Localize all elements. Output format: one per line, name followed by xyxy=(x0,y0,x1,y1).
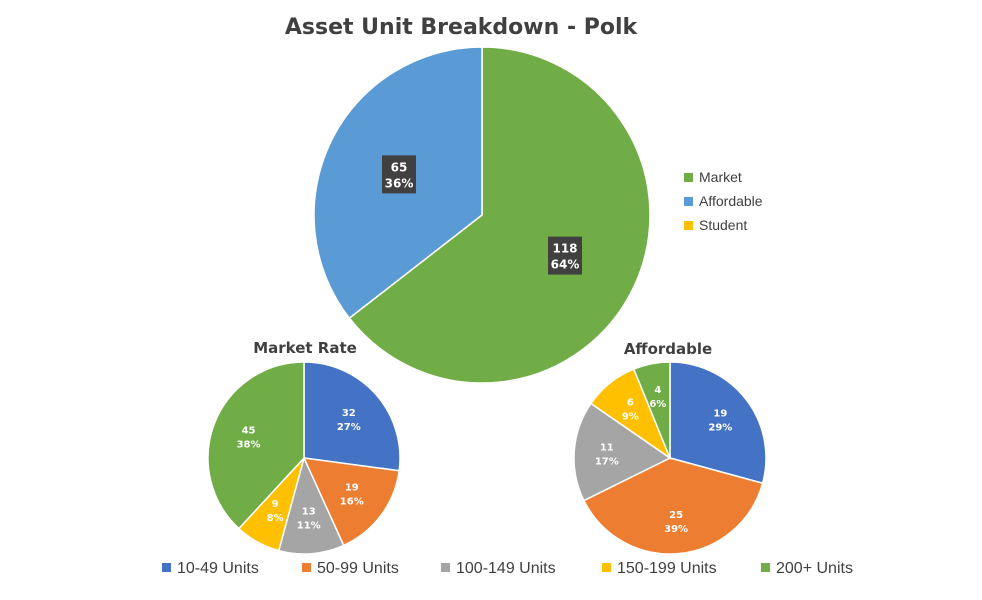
main-legend-swatch-affordable xyxy=(684,197,693,206)
market-percent-label: 16% xyxy=(340,496,364,507)
market-slice-50-99-units xyxy=(302,457,400,547)
market-percent-label: 27% xyxy=(337,422,361,433)
affordable-percent-label: 6% xyxy=(649,399,666,410)
main-percent-label: 64% xyxy=(551,258,580,272)
bottom-legend-swatch-10-49-units xyxy=(162,563,171,572)
affordable-value-label: 25 xyxy=(669,510,683,521)
market-data-label-150-199-units: 98% xyxy=(267,499,284,524)
market-value-label: 9 xyxy=(272,499,279,510)
affordable-percent-label: 29% xyxy=(708,423,732,434)
bottom-legend-label-10-49-units: 10-49 Units xyxy=(177,560,259,577)
market-percent-label: 38% xyxy=(237,439,261,450)
main-percent-label: 36% xyxy=(385,176,414,190)
market-percent-label: 8% xyxy=(267,513,284,524)
bottom-legend-label-200-units: 200+ Units xyxy=(776,560,853,577)
affordable-percent-label: 17% xyxy=(595,456,619,467)
market-percent-label: 11% xyxy=(297,520,321,531)
main-value-label: 65 xyxy=(391,160,408,174)
main-value-label: 118 xyxy=(552,242,577,256)
market-slice-100-149-units xyxy=(277,455,345,555)
affordable-data-label-150-199-units: 69% xyxy=(622,398,639,423)
bottom-legend-swatch-100-149-units xyxy=(441,563,450,572)
affordable-data-label-200-units: 46% xyxy=(649,385,666,410)
bottom-legend-swatch-200-units xyxy=(761,563,770,572)
main-slice-market xyxy=(348,46,651,384)
market-value-label: 19 xyxy=(345,482,359,493)
affordable-percent-label: 9% xyxy=(622,412,639,423)
bottom-legend: 10-49 Units 50-99 Units 100-149 Units 150-1… xyxy=(162,560,853,577)
affordable-title: Affordable xyxy=(624,340,712,358)
main-data-label-box xyxy=(381,155,416,194)
market-value-label: 45 xyxy=(242,425,256,436)
main-legend-label-market: Market xyxy=(699,169,742,185)
bottom-legend-swatch-50-99-units xyxy=(302,563,311,572)
affordable-value-label: 19 xyxy=(713,409,727,420)
bottom-legend-label-100-149-units: 100-149 Units xyxy=(456,560,556,577)
affordable-value-label: 6 xyxy=(627,398,634,409)
bottom-legend-label-50-99-units: 50-99 Units xyxy=(317,560,399,577)
affordable-slice-50-99-units xyxy=(582,457,764,555)
market-slice-200-units xyxy=(207,361,305,530)
affordable-percent-label: 39% xyxy=(664,524,688,535)
affordable-slice-10-49-units xyxy=(669,361,767,485)
market-value-label: 13 xyxy=(302,506,316,517)
main-chart-title: Asset Unit Breakdown - Polk xyxy=(285,15,639,40)
main-legend-swatch-student xyxy=(684,221,693,230)
affordable-slice-100-149-units xyxy=(573,402,672,502)
main-legend: Market Affordable Student xyxy=(684,169,763,233)
affordable-slice-200-units xyxy=(632,361,671,459)
affordable-value-label: 11 xyxy=(600,442,614,453)
main-legend-label-student: Student xyxy=(699,217,747,233)
main-data-label-box xyxy=(548,236,583,275)
bottom-legend-swatch-150-199-units xyxy=(602,563,611,572)
main-legend-swatch-market xyxy=(684,173,693,182)
bottom-legend-label-150-199-units: 150-199 Units xyxy=(617,560,717,577)
market-rate-title: Market Rate xyxy=(253,339,357,357)
market-slice-10-49-units xyxy=(303,361,401,472)
affordable-value-label: 4 xyxy=(654,385,661,396)
main-legend-label-affordable: Affordable xyxy=(699,193,763,209)
market-value-label: 32 xyxy=(342,408,356,419)
